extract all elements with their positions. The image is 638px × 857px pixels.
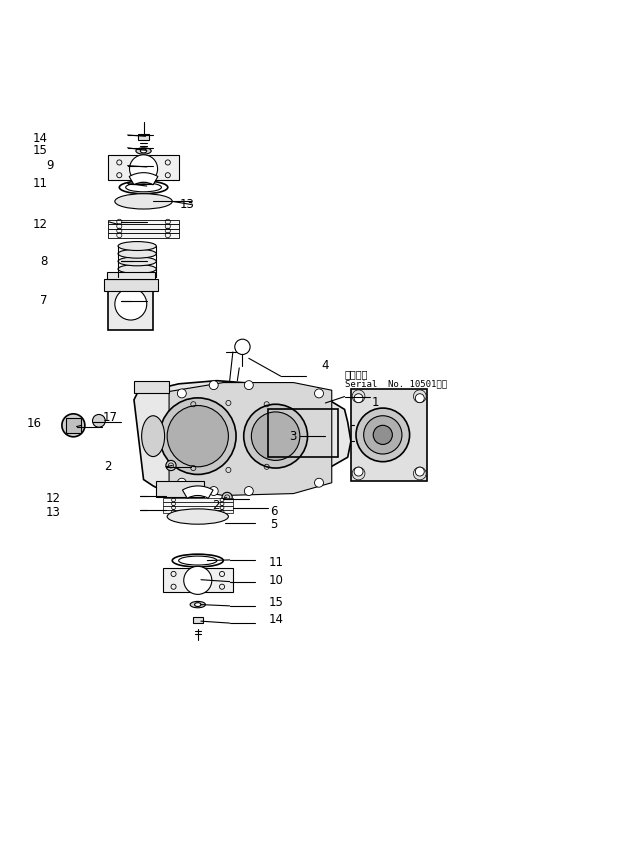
Circle shape [166,460,176,470]
Circle shape [413,467,426,480]
Circle shape [413,390,426,403]
Circle shape [315,478,323,487]
Circle shape [130,155,158,183]
Circle shape [244,487,253,495]
Ellipse shape [190,602,205,608]
Bar [104,279,158,291]
Text: 6: 6 [270,505,278,518]
Circle shape [251,412,300,460]
Ellipse shape [118,257,156,266]
Circle shape [184,566,212,595]
Circle shape [93,415,105,428]
Circle shape [373,425,392,445]
Bar [163,506,233,510]
Bar [156,481,204,497]
Ellipse shape [195,602,201,607]
Bar [351,388,427,481]
Text: 適用号機: 適用号機 [345,369,368,380]
Ellipse shape [167,509,228,524]
Text: 8: 8 [40,255,48,268]
Polygon shape [169,382,332,495]
Circle shape [354,467,363,476]
Text: 13: 13 [46,506,61,519]
Circle shape [209,487,218,495]
Text: 12: 12 [45,492,61,505]
Ellipse shape [142,416,165,457]
Text: 9: 9 [47,159,54,172]
Bar [163,510,233,513]
Circle shape [415,393,424,403]
Bar [268,410,338,458]
Text: 5: 5 [270,518,278,530]
Text: 15: 15 [33,145,48,158]
Text: 14: 14 [269,614,284,626]
Text: 2: 2 [104,460,112,473]
Circle shape [222,492,232,502]
Text: 1: 1 [372,397,380,410]
Ellipse shape [118,273,156,281]
Text: 14: 14 [33,132,48,145]
Circle shape [62,414,85,437]
Circle shape [315,389,323,398]
Bar [163,567,233,592]
Wedge shape [182,486,213,498]
Circle shape [160,398,236,475]
Text: 11: 11 [269,556,284,569]
Circle shape [354,393,363,403]
Text: 13: 13 [180,198,195,211]
Circle shape [67,419,80,432]
Bar [163,498,233,502]
Text: 10: 10 [269,574,284,587]
Ellipse shape [118,249,156,258]
Circle shape [356,408,410,462]
Circle shape [364,416,402,454]
Bar [108,291,153,330]
Circle shape [115,288,147,320]
Text: 7: 7 [40,295,48,308]
Wedge shape [129,172,158,185]
Bar [66,417,81,433]
Text: 3: 3 [289,429,297,443]
Bar [193,617,203,623]
Ellipse shape [115,194,172,209]
Text: 2: 2 [212,499,220,512]
Circle shape [352,390,365,403]
Circle shape [167,405,228,467]
Circle shape [209,381,218,390]
Bar [134,381,169,393]
Text: 16: 16 [26,417,41,430]
Circle shape [415,467,424,476]
Bar [108,229,179,233]
Ellipse shape [118,265,156,273]
Circle shape [177,478,186,487]
Polygon shape [134,381,351,494]
Ellipse shape [118,242,156,250]
Text: 12: 12 [33,218,48,231]
Ellipse shape [136,147,151,154]
Bar [108,233,179,237]
Circle shape [244,381,253,390]
Text: 15: 15 [269,596,284,608]
Text: 17: 17 [103,411,118,423]
Circle shape [244,405,308,468]
Bar [108,220,179,225]
Bar [108,225,179,229]
Circle shape [177,389,186,398]
Ellipse shape [140,149,147,153]
Text: 11: 11 [33,177,48,190]
Bar [108,155,179,180]
Text: Serial  No. 10501～．: Serial No. 10501～． [345,380,447,388]
Bar [163,502,233,506]
Bar [138,134,149,141]
Text: 4: 4 [321,359,329,373]
Bar [107,273,155,279]
Circle shape [352,467,365,480]
